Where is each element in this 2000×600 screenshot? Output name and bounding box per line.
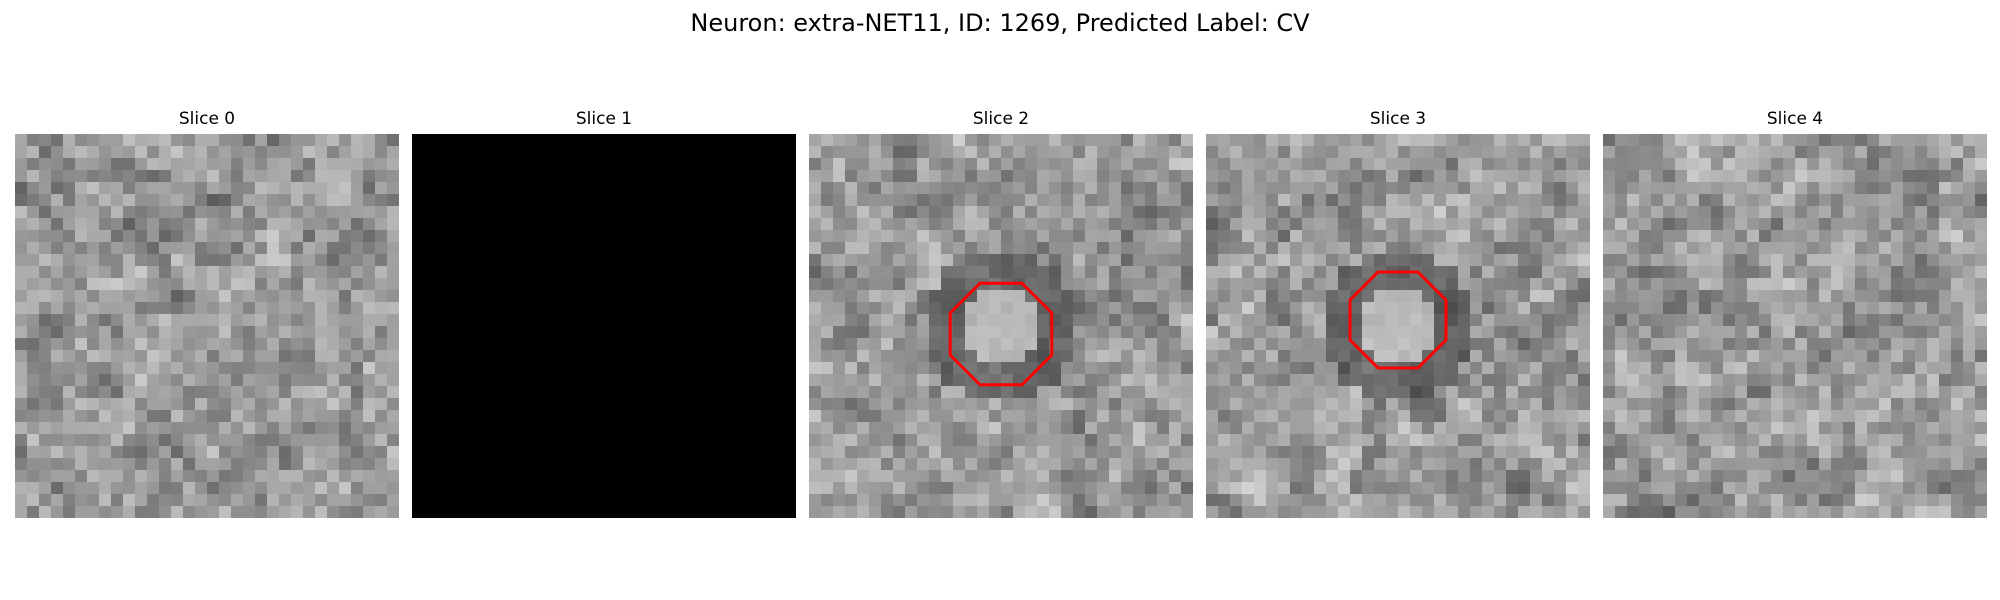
- slice-image-0: [15, 134, 399, 518]
- slice-panel-3: Slice 3: [1206, 108, 1590, 518]
- slice-title-2: Slice 2: [972, 109, 1030, 129]
- slice-title-0: Slice 0: [178, 109, 236, 129]
- slice-title-1: Slice 1: [575, 109, 633, 129]
- slice-image-4: [1603, 134, 1987, 518]
- slice-pixels-2: [809, 134, 1193, 518]
- slice-pixels-0: [15, 134, 399, 518]
- slice-panel-2: Slice 2: [809, 108, 1193, 518]
- slice-pixels-3: [1206, 134, 1590, 518]
- contour-outline-3: [1348, 270, 1448, 370]
- slice-panel-1: Slice 1: [412, 108, 796, 518]
- slice-image-2: [809, 134, 1193, 518]
- slice-image-3: [1206, 134, 1590, 518]
- contour-outline-2: [948, 281, 1054, 387]
- figure-title: Neuron: extra-NET11, ID: 1269, Predicted…: [690, 9, 1310, 37]
- slice-panel-4: Slice 4: [1603, 108, 1987, 518]
- slice-pixels-4: [1603, 134, 1987, 518]
- slice-panel-0: Slice 0: [15, 108, 399, 518]
- slice-image-1: [412, 134, 796, 518]
- slice-title-4: Slice 4: [1766, 109, 1824, 129]
- slice-title-3: Slice 3: [1369, 109, 1427, 129]
- slice-pixels-1: [412, 134, 796, 518]
